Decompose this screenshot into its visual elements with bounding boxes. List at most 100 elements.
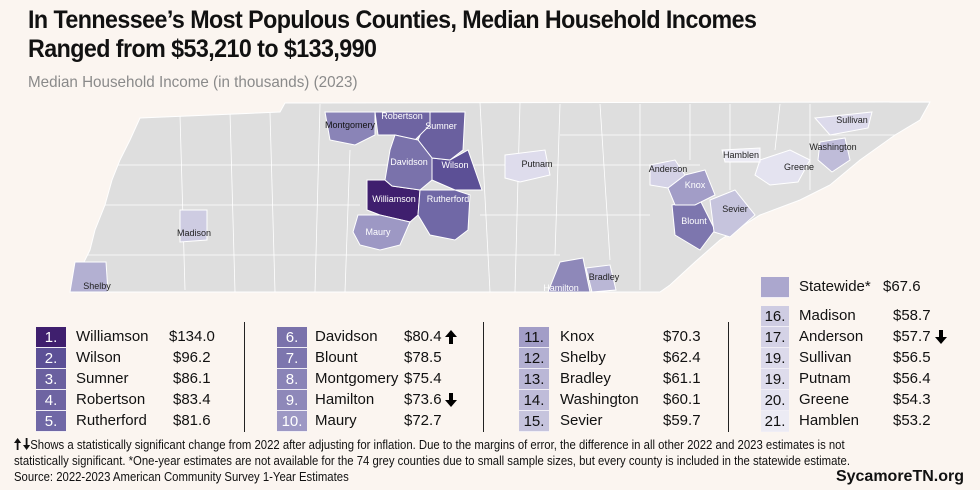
county-border-line (554, 103, 561, 256)
county-davidson (384, 134, 433, 191)
income-value: $56.5 (893, 349, 931, 366)
legend-row-anderson: 17. Anderson $57.7 (761, 327, 961, 348)
legend-row-putnam: 19. Putnam $56.4 (761, 369, 961, 390)
county-border-line (774, 103, 781, 151)
brand-logo-text[interactable]: SycamoreTN.org (835, 468, 964, 485)
county-name: Shelby (560, 349, 606, 366)
county-name: Madison (799, 307, 856, 324)
county-name: Sumner (76, 370, 129, 387)
rank-badge: 12. (519, 348, 549, 369)
county-madison (179, 209, 208, 243)
county-name: Bradley (560, 370, 611, 387)
statewide-swatch (761, 277, 789, 298)
county-montgomery (324, 111, 376, 146)
county-name: Rutherford (76, 412, 147, 429)
county-name: Hamilton (315, 391, 375, 408)
county-bradley (585, 264, 617, 293)
income-value: $134.0 (169, 328, 215, 345)
column-divider (483, 322, 484, 432)
map-label-williamson: Williamson (372, 194, 416, 204)
county-name: Putnam (799, 370, 851, 387)
rank-badge: 16. (761, 306, 789, 327)
legend-row-sullivan: 19. Sullivan $56.5 (761, 348, 961, 369)
legend-row-wilson: 2. Wilson $96.2 (36, 348, 236, 369)
arrow-up-icon (445, 330, 457, 344)
rank-badge: 14. (519, 390, 549, 411)
income-value: $59.7 (663, 412, 701, 429)
map-label-maury: Maury (365, 227, 391, 237)
footnote-line-1: Shows a statistically significant change… (14, 437, 845, 453)
income-value: $96.2 (173, 349, 211, 366)
rank-badge: 2. (36, 348, 66, 369)
map-label-hamilton: Hamilton (543, 283, 579, 293)
county-border-line (269, 112, 276, 292)
rank-badge: 11. (519, 327, 549, 348)
legend-row-bradley: 13. Bradley $61.1 (519, 369, 719, 390)
legend-row-knox: 11. Knox $70.3 (519, 327, 719, 348)
legend-row-williamson: 1. Williamson $134.0 (36, 327, 236, 348)
rank-badge: 1. (36, 327, 66, 348)
income-value: $75.4 (404, 370, 442, 387)
county-borders (85, 102, 900, 292)
statewide-value: $67.6 (883, 278, 921, 295)
title-line-2: Ranged from $53,210 to $133,990 (28, 35, 377, 63)
county-name: Montgomery (315, 370, 399, 387)
county-border-line (514, 102, 521, 292)
legend-row-davidson: 6. Davidson $80.4 (277, 327, 477, 348)
map-label-washington: Washington (809, 142, 856, 152)
income-value: $72.7 (404, 412, 442, 429)
income-value: $86.1 (173, 370, 211, 387)
map-label-wilson: Wilson (441, 160, 468, 170)
rank-badge: 3. (36, 369, 66, 390)
legend-row-hamblen: 21. Hamblen $53.2 (761, 411, 961, 432)
income-value: $73.6 (404, 391, 442, 408)
county-name: Anderson (799, 328, 864, 345)
map-label-rutherford: Rutherford (427, 194, 470, 204)
column-divider (244, 322, 245, 432)
page-title: In Tennessee’s Most Populous Counties, M… (28, 6, 757, 64)
rank-badge: 19. (761, 369, 789, 390)
county-putnam (504, 149, 551, 183)
income-value: $60.1 (663, 391, 701, 408)
county-name: Davidson (315, 328, 378, 345)
income-value: $80.4 (404, 328, 442, 345)
legend-row-hamilton: 9. Hamilton $73.6 (277, 390, 477, 411)
county-hamilton (547, 257, 591, 293)
county-name: Knox (560, 328, 595, 345)
footnote-text: Shows a statistically significant change… (30, 438, 845, 452)
county-border-line (344, 149, 351, 292)
map-label-sumner: Sumner (425, 121, 457, 131)
county-name: Sevier (560, 412, 603, 429)
county-name: Washington (560, 391, 639, 408)
county-border-line (229, 111, 236, 292)
county-name: Greene (799, 391, 850, 408)
county-border-line (599, 103, 611, 261)
map-label-bradley: Bradley (589, 272, 620, 282)
map-label-sullivan: Sullivan (836, 115, 868, 125)
rank-badge: 13. (519, 369, 549, 390)
footnote-line-2: statistically significant. *One-year est… (14, 454, 851, 468)
county-name: Robertson (76, 391, 146, 408)
map-label-madison: Madison (177, 228, 211, 238)
county-maury (352, 214, 411, 251)
legend-row-blount: 7. Blount $78.5 (277, 348, 477, 369)
income-value: $81.6 (173, 412, 211, 429)
rank-badge: 6. (277, 327, 307, 348)
rank-badge: 4. (36, 390, 66, 411)
county-shelby (69, 261, 109, 293)
statewide-row: Statewide* $67.6 (761, 277, 961, 298)
income-value: $62.4 (663, 349, 701, 366)
county-anderson (649, 159, 686, 189)
rank-badge: 20. (761, 390, 789, 411)
column-divider (728, 322, 729, 432)
legend-row-shelby: 12. Shelby $62.4 (519, 348, 719, 369)
map-label-greene: Greene (784, 162, 814, 172)
map-label-davidson: Davidson (390, 157, 428, 167)
map-label-montgomery: Montgomery (325, 120, 376, 130)
income-value: $78.5 (404, 349, 442, 366)
map-label-knox: Knox (685, 180, 706, 190)
county-name: Blount (315, 349, 358, 366)
county-rutherford (417, 189, 471, 241)
up-down-arrows-icon (14, 438, 31, 450)
